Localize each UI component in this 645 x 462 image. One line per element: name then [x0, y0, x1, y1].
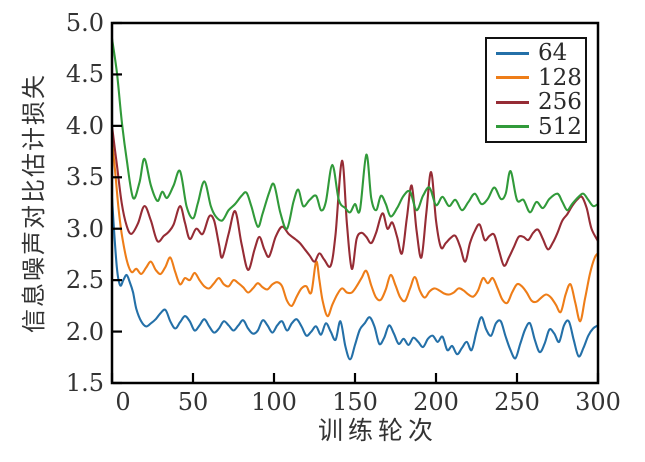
- x-tick-label: 100: [251, 388, 297, 416]
- x-axis-label: 训练轮次: [317, 416, 438, 445]
- y-tick-label: 4.5: [65, 60, 104, 89]
- legend-box: 64 128 256 512: [485, 37, 587, 143]
- legend-label: 128: [538, 64, 582, 91]
- y-tick-label: 1.5: [65, 369, 104, 397]
- x-tick-label: 50: [177, 388, 209, 416]
- y-tick-label: 2.0: [65, 317, 104, 346]
- x-tick-label: 150: [332, 388, 378, 416]
- y-tick-label: 2.5: [65, 266, 104, 295]
- legend-entry: 512: [496, 115, 585, 139]
- y-tick-label: 5.0: [65, 9, 104, 37]
- legend-line-swatch: [496, 51, 529, 55]
- x-tick-label: 300: [575, 388, 621, 416]
- x-tick-label: 200: [413, 388, 459, 416]
- legend-line-swatch: [496, 100, 529, 104]
- legend-line-swatch: [496, 125, 529, 129]
- y-tick-label: 3.5: [65, 163, 104, 192]
- x-tick-label: 250: [494, 388, 540, 416]
- legend-label: 512: [538, 113, 582, 140]
- y-tick-label: 3.0: [65, 214, 104, 243]
- legend-entry: 64: [496, 41, 585, 65]
- x-tick-label: 0: [115, 388, 131, 416]
- legend-label: 64: [538, 40, 568, 67]
- legend-entry: 256: [496, 90, 585, 114]
- legend-line-swatch: [496, 76, 529, 80]
- y-tick-label: 4.0: [65, 111, 104, 140]
- legend-label: 256: [538, 89, 582, 116]
- legend-entry: 128: [496, 66, 585, 90]
